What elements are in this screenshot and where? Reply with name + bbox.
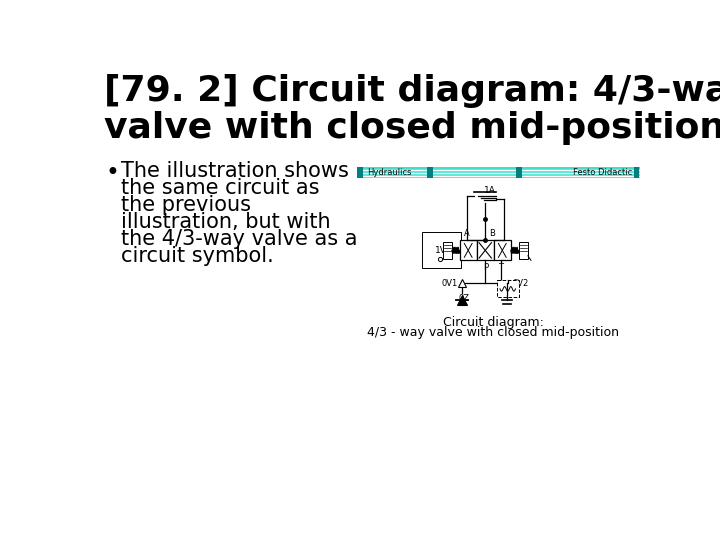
Text: [79. 2] Circuit diagram: 4/3-way: [79. 2] Circuit diagram: 4/3-way	[104, 74, 720, 108]
Text: the same circuit as: the same circuit as	[121, 178, 320, 198]
Bar	[477, 240, 494, 260]
Bar	[518, 242, 528, 259]
Bar	[427, 167, 433, 178]
Text: circuit symbol.: circuit symbol.	[121, 246, 274, 266]
Text: The illustration shows: The illustration shows	[121, 161, 349, 181]
Text: P: P	[482, 262, 488, 272]
Text: 0V2: 0V2	[513, 279, 528, 288]
Bar	[357, 167, 363, 178]
Text: valve with closed mid-position: valve with closed mid-position	[104, 111, 720, 145]
Text: 1V: 1V	[435, 246, 447, 255]
Text: B: B	[490, 229, 495, 238]
Text: •: •	[106, 161, 120, 185]
Text: 4/3 - way valve with closed mid-position: 4/3 - way valve with closed mid-position	[367, 326, 619, 339]
Text: the previous: the previous	[121, 195, 251, 215]
Bar	[516, 167, 522, 178]
Text: 0Z: 0Z	[459, 294, 470, 303]
Text: A: A	[464, 229, 469, 238]
Text: the 4/3-way valve as a: the 4/3-way valve as a	[121, 229, 358, 249]
Text: T: T	[505, 288, 510, 298]
Text: T: T	[498, 262, 503, 272]
Bar	[443, 242, 452, 259]
Bar	[494, 240, 510, 260]
Bar	[357, 167, 640, 178]
Bar	[459, 240, 477, 260]
Bar	[497, 280, 518, 298]
Text: Circuit diagram:: Circuit diagram:	[443, 316, 544, 329]
Text: Hydraulics: Hydraulics	[366, 168, 411, 177]
Text: 1A: 1A	[484, 186, 495, 195]
Text: illustration, but with: illustration, but with	[121, 212, 330, 232]
Text: Festo Didactic: Festo Didactic	[573, 168, 632, 177]
Bar	[634, 167, 639, 178]
Text: 0V1: 0V1	[442, 279, 458, 288]
